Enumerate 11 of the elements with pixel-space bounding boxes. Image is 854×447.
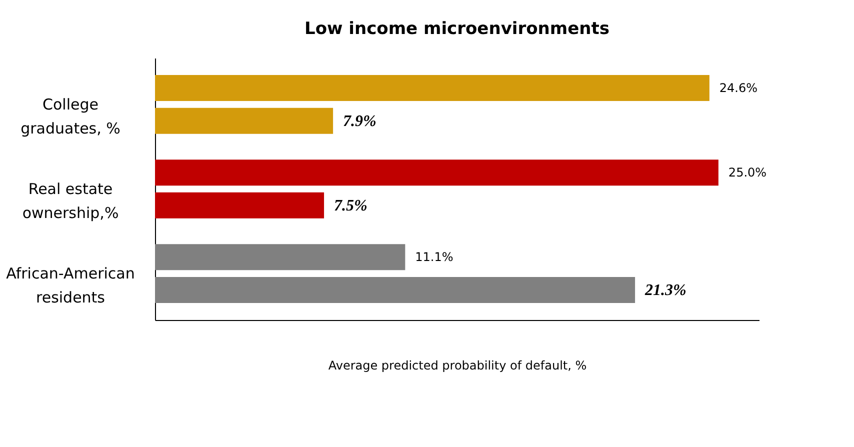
- data-label: 7.9%: [343, 112, 376, 130]
- y-tick-label: College graduates, %: [20, 95, 120, 138]
- chart-title: Low income microenvironments: [304, 19, 610, 39]
- data-label: 24.6%: [719, 81, 758, 96]
- data-label: 11.1%: [415, 250, 454, 264]
- data-label: 21.3%: [644, 282, 686, 299]
- y-tick-label: Real estate ownership,%: [22, 180, 119, 222]
- data-label: 25.0%: [728, 166, 767, 180]
- x-axis-title: Average predicted probability of default, %: [328, 358, 587, 372]
- data-label: 7.5%: [334, 197, 368, 214]
- y-tick-label: African-American residents: [6, 264, 135, 307]
